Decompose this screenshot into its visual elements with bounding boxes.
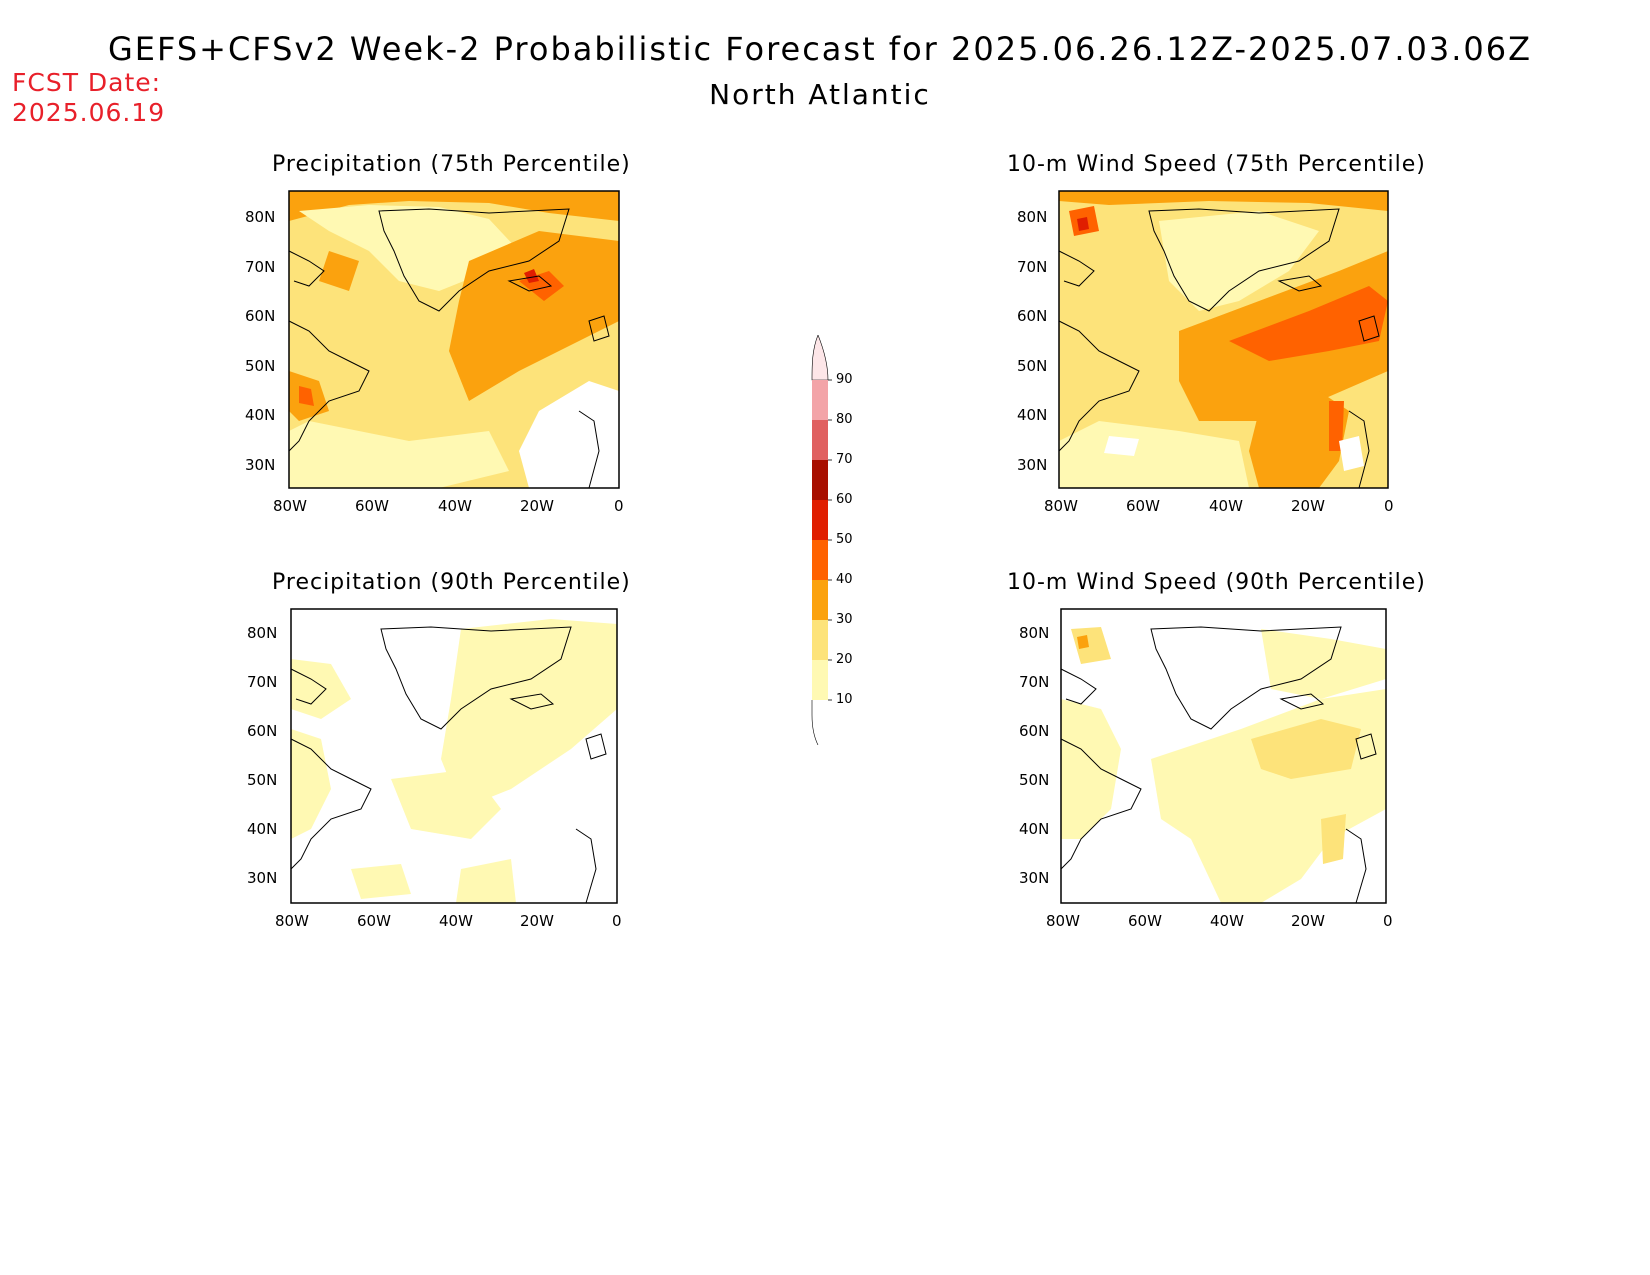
lon-tick: 20W <box>520 912 554 930</box>
lon-tick: 40W <box>1210 912 1244 930</box>
lon-tick: 60W <box>1128 912 1162 930</box>
lon-tick: 40W <box>1209 497 1243 515</box>
fcst-date-label: FCST Date: <box>12 68 162 97</box>
region-subtitle: North Atlantic <box>709 78 931 111</box>
fcst-date-value: 2025.06.19 <box>12 98 166 127</box>
colorbar-tick: 60 <box>836 492 853 507</box>
lat-tick: 30N <box>1017 456 1048 474</box>
lat-tick: 60N <box>247 722 278 740</box>
lon-tick: 40W <box>439 912 473 930</box>
lat-tick: 70N <box>245 258 276 276</box>
colorbar-swatches <box>811 335 832 745</box>
colorbar-tick: 90 <box>836 372 853 387</box>
lon-tick: 40W <box>438 497 472 515</box>
lon-tick: 20W <box>1291 912 1325 930</box>
map-wind-75-canvas <box>1058 190 1389 489</box>
main-title: GEFS+CFSv2 Week-2 Probabilistic Forecast… <box>107 30 1533 68</box>
lon-tick: 0 <box>1383 912 1393 930</box>
lat-tick: 80N <box>247 624 278 642</box>
colorbar-tick: 20 <box>836 652 853 667</box>
lon-tick: 60W <box>357 912 391 930</box>
colorbar-tick: 70 <box>836 452 853 467</box>
map-precip-90 <box>290 608 618 904</box>
lat-tick: 40N <box>1017 406 1048 424</box>
colorbar: 90 80 70 60 50 40 30 20 10 <box>800 335 880 745</box>
map-precip-90-canvas <box>290 608 618 904</box>
lon-tick: 20W <box>1291 497 1325 515</box>
lat-tick: 60N <box>1017 307 1048 325</box>
panel-title-precip-90: Precipitation (90th Percentile) <box>272 570 631 595</box>
lat-tick: 70N <box>1019 673 1050 691</box>
colorbar-tick: 10 <box>836 692 853 707</box>
map-wind-90 <box>1060 608 1387 904</box>
lon-tick: 0 <box>1384 497 1394 515</box>
lon-tick: 80W <box>275 912 309 930</box>
lat-tick: 80N <box>245 208 276 226</box>
colorbar-tick: 30 <box>836 612 853 627</box>
lat-tick: 80N <box>1019 624 1050 642</box>
lat-tick: 50N <box>1019 771 1050 789</box>
lat-tick: 80N <box>1017 208 1048 226</box>
map-wind-75 <box>1058 190 1389 489</box>
lat-tick: 30N <box>247 869 278 887</box>
colorbar-tick: 40 <box>836 572 853 587</box>
lon-tick: 0 <box>612 912 622 930</box>
lon-tick: 20W <box>520 497 554 515</box>
lat-tick: 50N <box>1017 357 1048 375</box>
lat-tick: 30N <box>245 456 276 474</box>
lon-tick: 80W <box>1046 912 1080 930</box>
lat-tick: 40N <box>1019 820 1050 838</box>
lat-tick: 60N <box>1019 722 1050 740</box>
lon-tick: 60W <box>1126 497 1160 515</box>
lat-tick: 30N <box>1019 869 1050 887</box>
lat-tick: 70N <box>247 673 278 691</box>
panel-title-wind-90: 10-m Wind Speed (90th Percentile) <box>1007 570 1426 595</box>
lon-tick: 60W <box>355 497 389 515</box>
map-wind-90-canvas <box>1060 608 1387 904</box>
colorbar-tick: 80 <box>836 412 853 427</box>
lat-tick: 40N <box>245 406 276 424</box>
lat-tick: 70N <box>1017 258 1048 276</box>
lat-tick: 40N <box>247 820 278 838</box>
lat-tick: 50N <box>245 357 276 375</box>
lon-tick: 80W <box>273 497 307 515</box>
lon-tick: 0 <box>614 497 624 515</box>
panel-title-precip-75: Precipitation (75th Percentile) <box>272 152 631 177</box>
lon-tick: 80W <box>1044 497 1078 515</box>
lat-tick: 60N <box>245 307 276 325</box>
lat-tick: 50N <box>247 771 278 789</box>
colorbar-tick: 50 <box>836 532 853 547</box>
map-precip-75 <box>288 190 620 489</box>
map-precip-75-canvas <box>288 190 620 489</box>
panel-title-wind-75: 10-m Wind Speed (75th Percentile) <box>1007 152 1426 177</box>
